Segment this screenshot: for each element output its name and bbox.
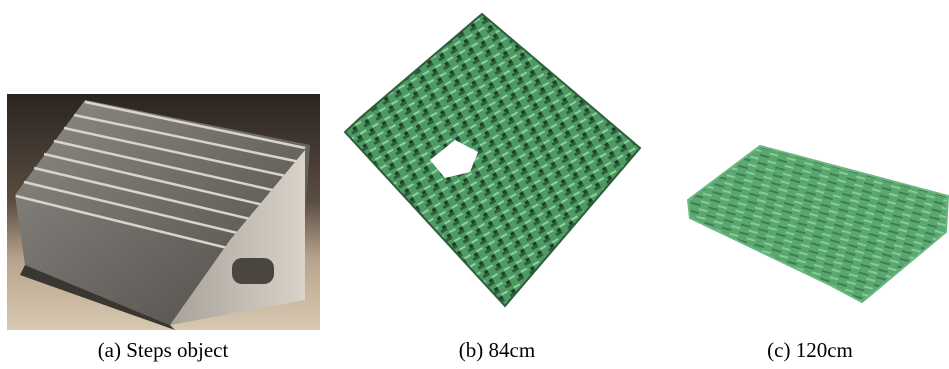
figure: (a) Steps object (b) 84cm (c) 120cm — [0, 0, 949, 369]
reconstruction-84cm — [345, 14, 640, 306]
caption: (c) 120cm — [767, 338, 853, 362]
reconstruction-120cm — [688, 146, 948, 302]
caption: (b) 84cm — [459, 338, 535, 362]
caption: (a) Steps object — [98, 338, 229, 362]
page: (a) Steps object (b) 84cm (c) 120cm (() … — [0, 0, 949, 369]
photo-steps — [7, 94, 320, 330]
